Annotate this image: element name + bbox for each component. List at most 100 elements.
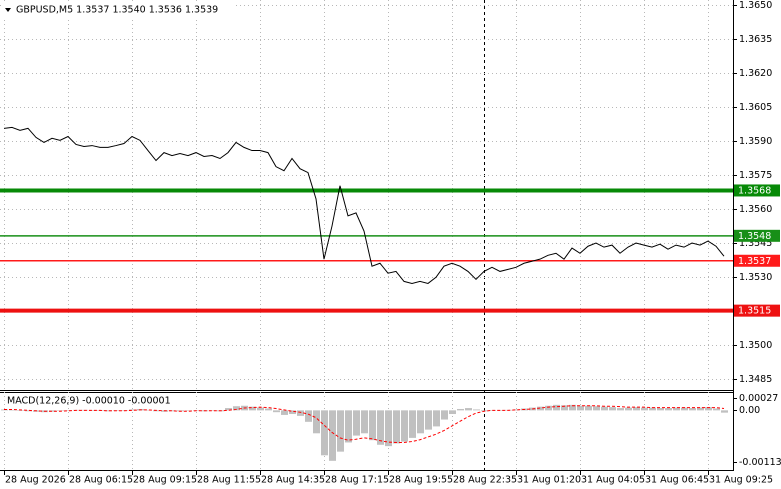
- macd-bar: [401, 410, 408, 442]
- macd-bar: [345, 410, 352, 443]
- macd-bar: [257, 407, 264, 411]
- macd-bar: [297, 410, 304, 416]
- macd-bar: [377, 410, 384, 445]
- y-tick-label: 1.3560: [739, 204, 772, 215]
- macd-bar: [57, 410, 64, 411]
- macd-bar: [265, 408, 272, 411]
- macd-bar: [145, 409, 152, 411]
- macd-bar: [689, 408, 696, 411]
- macd-bar: [409, 410, 416, 438]
- macd-bar: [105, 410, 112, 412]
- x-tick-label: 28 Aug 14:35: [261, 475, 325, 486]
- macd-bar: [337, 410, 344, 452]
- x-tick-label: 31 Aug 09:25: [709, 475, 773, 486]
- macd-bar: [329, 410, 336, 461]
- signal-line: [4, 405, 725, 443]
- x-tick-label: 31 Aug 04:05: [581, 475, 645, 486]
- macd-bar: [641, 407, 648, 411]
- macd-bar: [449, 410, 456, 415]
- y-tick-label: 1.3605: [739, 102, 772, 113]
- macd-bar: [649, 407, 656, 411]
- macd-bar: [665, 408, 672, 411]
- x-tick-label: 28 Aug 19:55: [389, 475, 453, 486]
- macd-bar: [233, 406, 240, 411]
- macd-bar: [537, 406, 544, 411]
- macd-bar: [49, 410, 56, 412]
- macd-bar: [545, 405, 552, 411]
- macd-bar: [513, 409, 520, 411]
- macd-bar: [593, 406, 600, 411]
- macd-bar: [633, 407, 640, 411]
- macd-bar: [385, 410, 392, 447]
- level-label-box: [734, 304, 780, 317]
- macd-bar: [617, 408, 624, 411]
- x-tick-label: 28 Aug 2026: [5, 475, 66, 486]
- level-label: 1.3537: [738, 256, 771, 267]
- macd-bar: [209, 410, 216, 411]
- macd-bar: [249, 406, 256, 411]
- y-tick-label: 1.3530: [739, 272, 772, 283]
- macd-bar: [313, 410, 320, 434]
- macd-bar: [473, 409, 480, 411]
- x-tick-label: 31 Aug 06:45: [645, 475, 709, 486]
- y-tick-label: 1.3500: [739, 340, 772, 351]
- macd-bar: [569, 404, 576, 411]
- macd-bar: [353, 410, 360, 436]
- level-label-box: [734, 254, 780, 267]
- macd-bar: [697, 407, 704, 411]
- macd-bar: [657, 408, 664, 411]
- macd-bar: [721, 410, 728, 413]
- macd-bar: [441, 410, 448, 420]
- macd-bar: [457, 408, 464, 411]
- macd-bar: [281, 410, 288, 415]
- macd-bar: [273, 410, 280, 413]
- macd-bar: [705, 407, 712, 411]
- title-background: [2, 3, 234, 17]
- macd-bar: [369, 410, 376, 441]
- macd-bar: [681, 407, 688, 411]
- level-label-box: [734, 229, 780, 242]
- x-tick-label: 28 Aug 06:15: [69, 475, 133, 486]
- macd-bar: [577, 405, 584, 411]
- macd-bar: [561, 405, 568, 411]
- macd-bar: [673, 407, 680, 411]
- y-tick-label: 1.3545: [739, 238, 772, 249]
- symbol-arrow: [5, 8, 11, 12]
- y-tick-label: 1.3485: [739, 374, 772, 385]
- macd-bar: [425, 410, 432, 430]
- level-label: 1.3568: [738, 185, 771, 196]
- macd-bar: [601, 406, 608, 411]
- level-label: 1.3548: [738, 231, 771, 242]
- macd-bar: [17, 410, 24, 411]
- macd-bar: [89, 410, 96, 411]
- chart-title: GBPUSD,M5 1.3537 1.3540 1.3536 1.3539: [16, 5, 218, 16]
- y-tick-label: 1.3590: [739, 136, 772, 147]
- macd-bar: [393, 410, 400, 444]
- macd-bar: [465, 408, 472, 411]
- macd-bar: [65, 410, 72, 411]
- y-tick-label: 0.00: [739, 405, 760, 416]
- macd-bar: [553, 404, 560, 411]
- level-label-box: [734, 184, 780, 197]
- macd-bar: [289, 410, 296, 415]
- x-tick-label: 31 Aug 01:20: [517, 475, 581, 486]
- x-tick-label: 28 Aug 17:15: [325, 475, 389, 486]
- indicator-title: MACD(12,26,9) -0.00010 -0.00001: [7, 396, 171, 407]
- y-tick-label: -0.00113: [739, 457, 781, 468]
- y-tick-label: 0.00027: [739, 393, 778, 404]
- level-label: 1.3515: [738, 306, 771, 317]
- macd-bar: [129, 409, 136, 411]
- price-line: [3, 126, 725, 284]
- macd-bar: [433, 410, 440, 427]
- y-tick-label: 1.3575: [739, 170, 772, 181]
- macd-bar: [361, 410, 368, 434]
- macd-bar: [305, 410, 312, 422]
- x-tick-label: 28 Aug 22:35: [453, 475, 517, 486]
- macd-bar: [713, 408, 720, 411]
- x-tick-label: 28 Aug 11:55: [197, 475, 261, 486]
- x-tick-label: 28 Aug 09:15: [133, 475, 197, 486]
- macd-bar: [609, 407, 616, 411]
